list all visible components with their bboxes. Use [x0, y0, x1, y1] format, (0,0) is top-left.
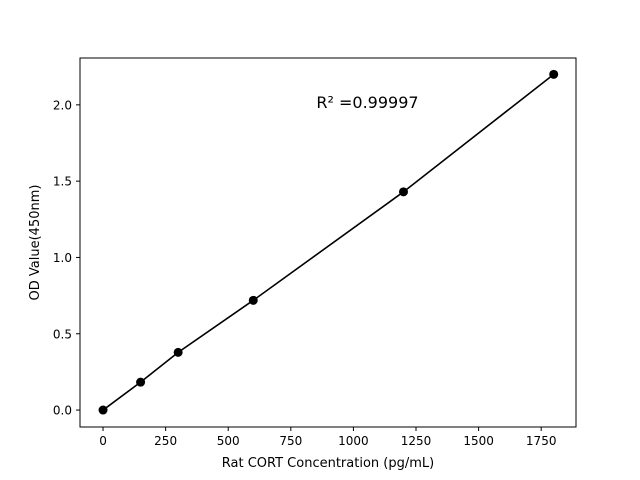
- x-tick-label: 1250: [401, 434, 432, 448]
- x-tick-label: 750: [279, 434, 302, 448]
- data-point: [136, 377, 146, 387]
- x-tick-label: 0: [99, 434, 107, 448]
- y-tick-label: 1.5: [53, 175, 72, 189]
- y-tick-label: 1.0: [53, 251, 72, 265]
- y-axis-label: OD Value(450nm): [28, 185, 43, 301]
- y-tick-label: 0.5: [53, 327, 72, 341]
- data-point: [98, 405, 108, 415]
- data-point: [248, 295, 258, 305]
- plot-frame: [79, 57, 577, 428]
- y-tick-label: 0.0: [53, 404, 72, 418]
- fit-line: [102, 73, 555, 411]
- y-tick-label: 2.0: [53, 98, 72, 112]
- data-point: [549, 69, 559, 79]
- x-axis-label: Rat CORT Concentration (pg/mL): [222, 456, 434, 471]
- x-tick-label: 1750: [526, 434, 557, 448]
- x-tick-label: 1000: [338, 434, 369, 448]
- x-tick-label: 500: [217, 434, 240, 448]
- r-squared-annotation: R² =0.99997: [316, 93, 418, 112]
- x-tick-label: 250: [154, 434, 177, 448]
- data-point: [398, 187, 408, 197]
- data-point: [173, 347, 183, 357]
- x-tick-label: 1500: [463, 434, 494, 448]
